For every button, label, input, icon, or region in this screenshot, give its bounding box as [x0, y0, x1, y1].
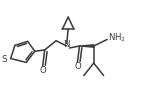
- Polygon shape: [80, 45, 94, 47]
- Text: N: N: [63, 40, 70, 49]
- Text: NH$_2$: NH$_2$: [108, 32, 126, 44]
- Text: O: O: [40, 66, 47, 75]
- Text: S: S: [2, 55, 7, 64]
- Text: O: O: [75, 62, 82, 71]
